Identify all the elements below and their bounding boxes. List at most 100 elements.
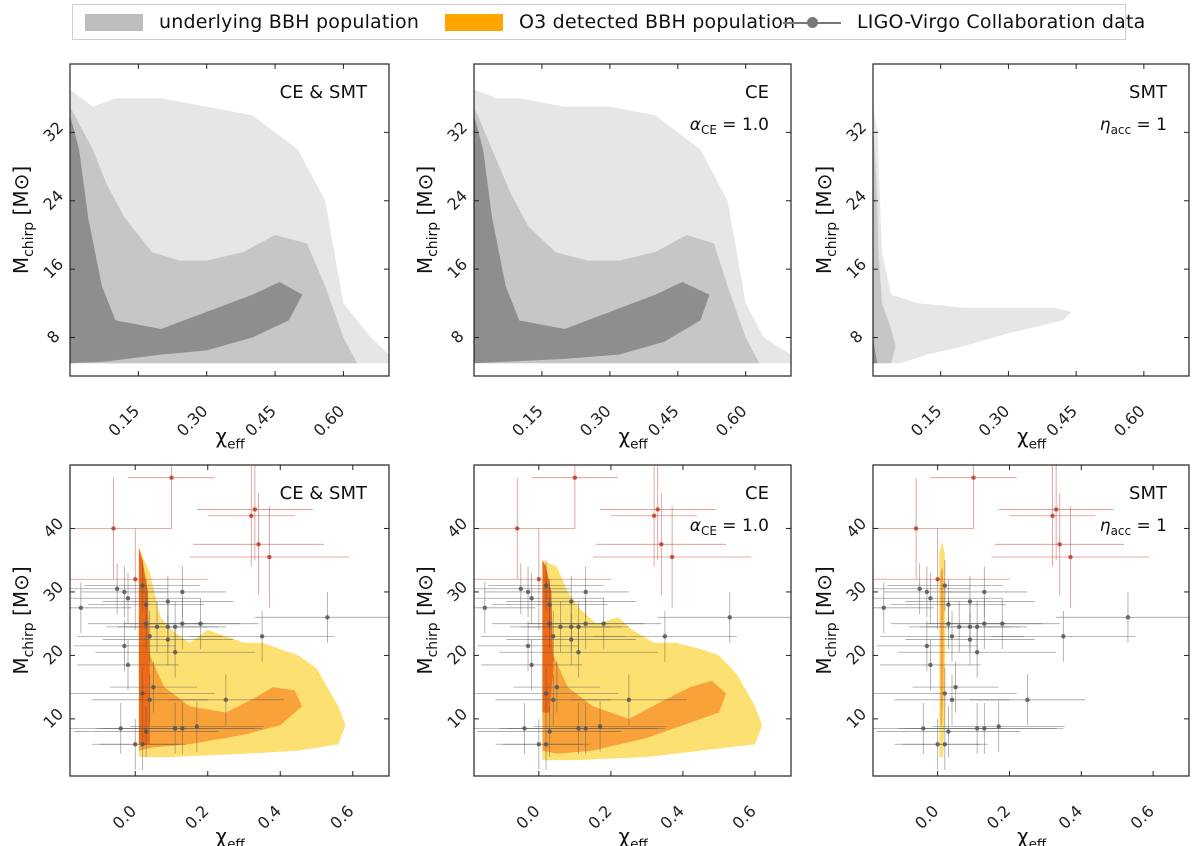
panel-content-top-right [873, 106, 1072, 364]
lvc-data-point [122, 643, 127, 649]
lvc-data-point [325, 615, 330, 620]
lvc-data-point [482, 605, 488, 611]
y-axis-label: Mchirp [M⊙] [9, 566, 37, 674]
x-tick-label: 0.60 [1110, 401, 1149, 440]
lvc-data-point [942, 691, 948, 696]
lvc-data-point [601, 621, 606, 626]
x-tick-label: 0.6 [728, 801, 759, 832]
lvc-data-point [125, 596, 131, 601]
lvc-data-point [1068, 554, 1073, 560]
x-tick-label: 0.30 [173, 401, 212, 440]
lvc-data-point [536, 742, 542, 747]
x-tick-label: 0.4 [656, 801, 687, 832]
lvc-data-point [917, 586, 922, 591]
lvc-data-point [669, 554, 675, 560]
x-tick-label: 0.0 [512, 801, 543, 832]
lvc-data-point [576, 650, 581, 655]
x-tick-label: 0.15 [508, 401, 547, 440]
legend-label: LIGO-Virgo Collaboration data [857, 11, 1146, 33]
x-tick-label: 0.6 [326, 801, 357, 832]
x-axis-label: χeff [1017, 824, 1047, 846]
x-tick-label: 0.0 [911, 801, 942, 832]
lvc-data-point [1125, 615, 1131, 620]
lvc-data-point [551, 634, 556, 639]
x-axis-label: χeff [1017, 424, 1047, 453]
y-axis-label: Mchirp [M⊙] [9, 166, 37, 274]
lvc-data-point [147, 634, 152, 639]
y-tick-label: 10 [842, 704, 870, 732]
lvc-data-point [551, 697, 556, 703]
panel-label: CE & SMT [280, 82, 368, 103]
y-tick-label: 32 [842, 118, 870, 146]
lvc-data-point [655, 507, 660, 512]
density-contour-level-1 [873, 106, 1072, 364]
panel-frame [872, 464, 1190, 777]
y-tick-label: 10 [443, 704, 471, 732]
y-tick-label: 16 [842, 255, 870, 283]
panel-content-top-left [70, 89, 389, 364]
y-tick-label: 24 [443, 186, 471, 214]
y-tick-label: 20 [842, 641, 870, 669]
lvc-data-point [967, 637, 973, 642]
lvc-data-point [143, 729, 149, 734]
panel-label: SMT [1129, 483, 1168, 504]
lvc-data-point [518, 586, 524, 591]
panel-content-bottom-middle [474, 465, 791, 770]
lvc-data-point [662, 634, 668, 639]
lvc-data-point [133, 577, 138, 582]
lvc-data-point [935, 577, 940, 582]
lvc-data-point [1050, 513, 1055, 518]
y-tick-label: 16 [39, 255, 67, 283]
panel-frame [69, 63, 390, 377]
lvc-data-point [223, 697, 229, 703]
legend-marker-line [783, 14, 841, 31]
x-tick-label: 0.60 [310, 401, 349, 440]
lvc-data-point [996, 724, 1001, 729]
lvc-data-point [1000, 621, 1005, 626]
panel-sublabel: ηacc = 1 [1100, 115, 1167, 137]
legend-item-underlying: underlying BBH population [85, 5, 419, 39]
lvc-data-point [267, 554, 272, 560]
lvc-data-point [974, 650, 980, 655]
density-contour-level-2 [138, 591, 302, 751]
lvc-data-point [982, 726, 987, 731]
lvc-data-point [727, 615, 732, 620]
lvc-data-point [165, 637, 171, 642]
lvc-data-point [147, 697, 152, 703]
lvc-data-point [249, 513, 254, 518]
lvc-data-point [180, 589, 185, 595]
lvc-data-point [971, 475, 976, 480]
x-tick-label: 0.2 [983, 801, 1014, 832]
lvc-data-point [953, 684, 958, 690]
legend-swatch-orange [445, 13, 503, 31]
panel-label: SMT [1129, 82, 1168, 103]
y-tick-label: 20 [443, 641, 471, 669]
y-tick-label: 20 [39, 641, 67, 669]
density-contour-level-3 [873, 337, 878, 364]
lvc-data-point [913, 526, 919, 531]
panel-frame [473, 464, 792, 777]
lvc-data-point [942, 583, 948, 588]
lvc-data-point [529, 662, 534, 668]
lvc-data-point [597, 724, 603, 729]
lvc-data-point [543, 583, 549, 588]
x-tick-label: 0.0 [109, 801, 140, 832]
y-axis-label: Mchirp [M⊙] [413, 166, 441, 274]
y-tick-label: 32 [39, 118, 67, 146]
lvc-data-point [554, 684, 560, 690]
lvc-data-point [78, 605, 84, 611]
x-tick-label: 0.45 [1042, 401, 1081, 440]
lvc-data-point [536, 577, 542, 582]
figure-legend: underlying BBH population O3 detected BB… [72, 4, 1145, 40]
lvc-data-point [924, 643, 930, 649]
lvc-data-point [924, 589, 930, 595]
y-tick-label: 40 [39, 514, 67, 542]
y-tick-label: 16 [443, 255, 471, 283]
y-tick-label: 8 [43, 327, 64, 348]
lvc-data-point [515, 526, 520, 531]
panel-label: CE [745, 483, 769, 504]
x-axis-label: χeff [619, 824, 649, 846]
y-axis-label: Mchirp [M⊙] [413, 566, 441, 674]
panel-content-top-middle [474, 89, 791, 364]
